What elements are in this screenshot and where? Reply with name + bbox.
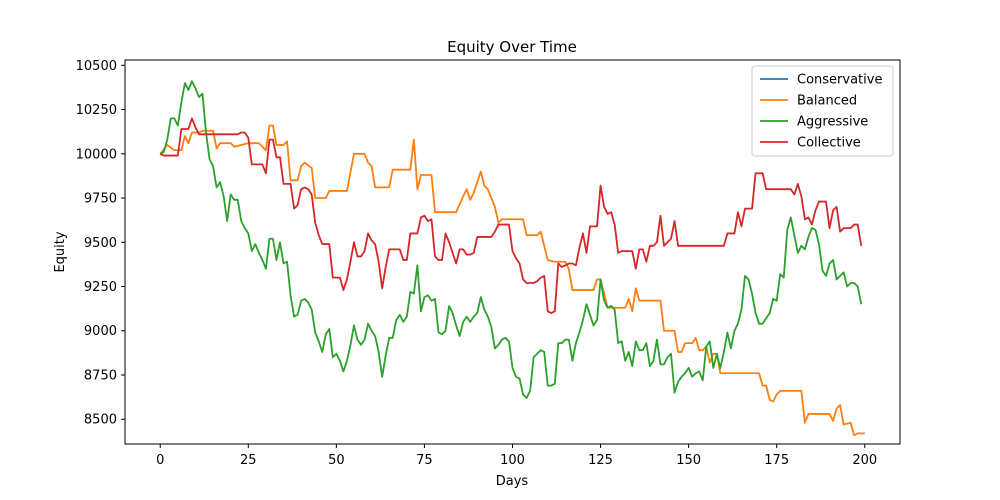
- x-axis-title: Days: [496, 474, 529, 489]
- x-tick-label: 150: [676, 453, 701, 468]
- y-tick-label: 10500: [76, 59, 117, 74]
- y-tick-label: 9750: [84, 192, 117, 207]
- y-tick-label: 10000: [76, 147, 117, 162]
- y-tick-label: 9250: [84, 280, 117, 295]
- x-tick-label: 100: [500, 453, 525, 468]
- legend-label-conservative: Conservative: [797, 73, 882, 88]
- y-axis-title: Equity: [53, 231, 68, 272]
- x-axis: 0 25 50 75 100 125 150 175 200: [156, 444, 877, 468]
- x-tick-label: 75: [416, 453, 433, 468]
- x-tick-label: 25: [240, 453, 257, 468]
- legend-label-balanced: Balanced: [797, 94, 857, 109]
- y-axis: 8500 8750 9000 9250 9500 9750 10000 10250 10500: [76, 59, 125, 428]
- series-line-aggressive: [159, 80, 863, 399]
- y-tick-label: 10250: [76, 103, 117, 118]
- legend-label-collective: Collective: [797, 136, 861, 151]
- y-tick-label: 9500: [84, 236, 117, 251]
- x-tick-label: 125: [588, 453, 613, 468]
- legend: Conservative Balanced Aggressive Collective: [751, 65, 894, 157]
- y-tick-label: 8750: [84, 368, 117, 383]
- series-line-balanced: [159, 124, 865, 437]
- y-tick-label: 8500: [84, 413, 117, 428]
- y-tick-label: 9000: [84, 324, 117, 339]
- x-tick-label: 50: [328, 453, 345, 468]
- legend-box: [751, 65, 894, 157]
- legend-label-aggressive: Aggressive: [797, 115, 868, 130]
- series-group: [159, 80, 865, 437]
- x-tick-label: 175: [764, 453, 789, 468]
- x-tick-label: 200: [852, 453, 877, 468]
- chart-title: Equity Over Time: [447, 38, 577, 56]
- x-tick-label: 0: [156, 453, 164, 468]
- series-line-collective: [159, 117, 863, 314]
